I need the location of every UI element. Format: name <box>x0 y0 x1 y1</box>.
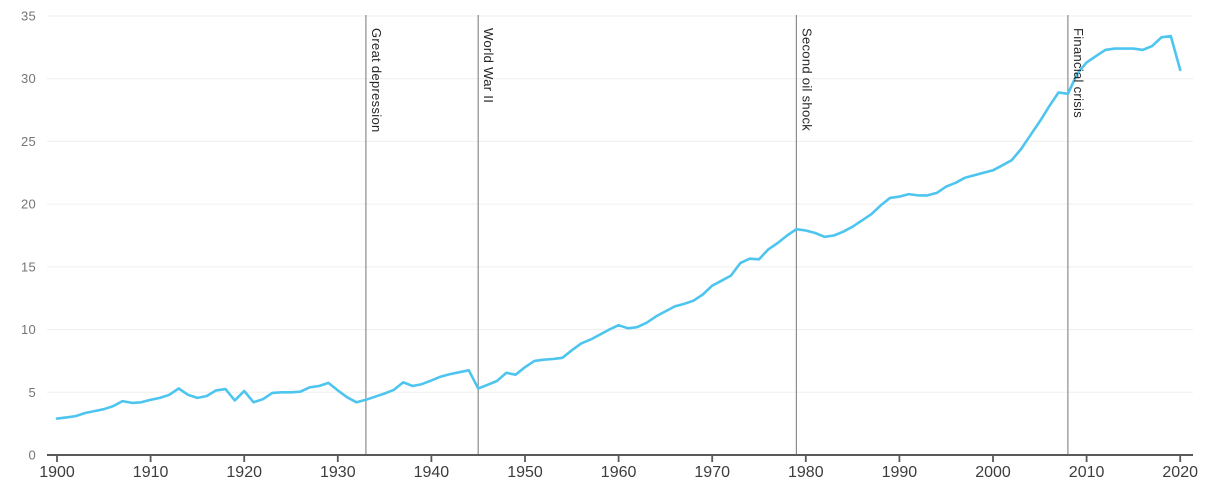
y-tick-label: 0 <box>28 448 36 463</box>
x-tick-label: 2000 <box>975 464 1011 481</box>
y-tick-label: 25 <box>21 134 36 149</box>
x-tick-label: 1910 <box>133 464 169 481</box>
x-tick-label: 1940 <box>414 464 450 481</box>
x-tick-label: 1960 <box>601 464 637 481</box>
event-label: Great depression <box>369 28 384 133</box>
x-tick-label: 1920 <box>226 464 262 481</box>
x-tick-label: 2020 <box>1162 464 1198 481</box>
y-tick-label: 30 <box>21 71 36 86</box>
event-label: Financial crisis <box>1071 28 1086 118</box>
x-tick-label: 2010 <box>1069 464 1105 481</box>
y-tick-label: 5 <box>28 385 36 400</box>
x-tick-label: 1980 <box>788 464 824 481</box>
x-tick-label: 1930 <box>320 464 356 481</box>
y-tick-label: 10 <box>21 322 36 337</box>
event-label: Second oil shock <box>799 28 814 131</box>
x-tick-label: 1950 <box>507 464 543 481</box>
x-tick-label: 1990 <box>882 464 918 481</box>
event-label: World War II <box>481 28 496 103</box>
x-tick-label: 1970 <box>694 464 730 481</box>
data-line <box>55 34 1182 420</box>
x-tick-label: 1900 <box>39 464 75 481</box>
y-tick-label: 35 <box>21 9 36 24</box>
y-tick-label: 15 <box>21 259 36 274</box>
y-tick-label: 20 <box>21 197 36 212</box>
